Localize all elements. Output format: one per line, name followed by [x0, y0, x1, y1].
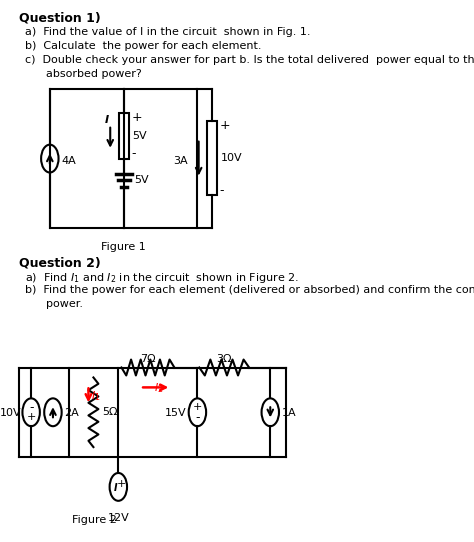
Text: a)  Find $I_1$ and $I_2$ in the circuit  shown in Figure 2.: a) Find $I_1$ and $I_2$ in the circuit s… — [25, 271, 299, 285]
Text: +: + — [117, 479, 126, 489]
Text: 5V: 5V — [134, 176, 148, 185]
Text: -: - — [131, 147, 136, 160]
Text: absorbed power?: absorbed power? — [25, 69, 142, 79]
Text: 15V: 15V — [164, 408, 186, 418]
Text: +: + — [220, 119, 230, 132]
Text: 12V: 12V — [108, 513, 129, 522]
Text: power.: power. — [25, 299, 83, 309]
Text: +: + — [193, 402, 202, 412]
Bar — [208, 121, 218, 195]
Text: 5Ω: 5Ω — [102, 407, 118, 417]
Text: 5V: 5V — [133, 131, 147, 141]
Text: 7Ω: 7Ω — [140, 353, 155, 364]
Bar — [119, 113, 129, 159]
Text: 10V: 10V — [0, 408, 21, 418]
Text: I: I — [105, 115, 109, 125]
Text: Figure 1: Figure 1 — [101, 242, 146, 252]
Text: 1A: 1A — [282, 408, 296, 418]
Text: +: + — [27, 412, 36, 422]
Text: b)  Find the power for each element (delivered or absorbed) and confirm the cons: b) Find the power for each element (deli… — [25, 285, 474, 295]
Text: $I_1$: $I_1$ — [91, 389, 100, 403]
Text: b)  Calculate  the power for each element.: b) Calculate the power for each element. — [25, 41, 262, 51]
Text: Question 1): Question 1) — [18, 11, 100, 24]
Text: 3A: 3A — [173, 156, 187, 165]
Text: 4A: 4A — [61, 156, 76, 165]
Text: Figure 2: Figure 2 — [72, 515, 117, 525]
Text: -: - — [220, 184, 224, 197]
Text: a)  Find the value of I in the circuit  shown in Fig. 1.: a) Find the value of I in the circuit sh… — [25, 27, 310, 37]
Text: Question 2): Question 2) — [18, 256, 100, 269]
Text: 10V: 10V — [221, 153, 243, 163]
Text: $I_2$: $I_2$ — [154, 382, 163, 395]
Text: 2A: 2A — [64, 408, 79, 418]
Text: I: I — [114, 483, 118, 493]
Text: 3Ω: 3Ω — [217, 353, 232, 364]
Text: -: - — [29, 401, 33, 414]
Text: c)  Double check your answer for part b. Is the total delivered  power equal to : c) Double check your answer for part b. … — [25, 55, 474, 65]
Text: -: - — [195, 411, 200, 424]
Text: +: + — [131, 111, 142, 124]
